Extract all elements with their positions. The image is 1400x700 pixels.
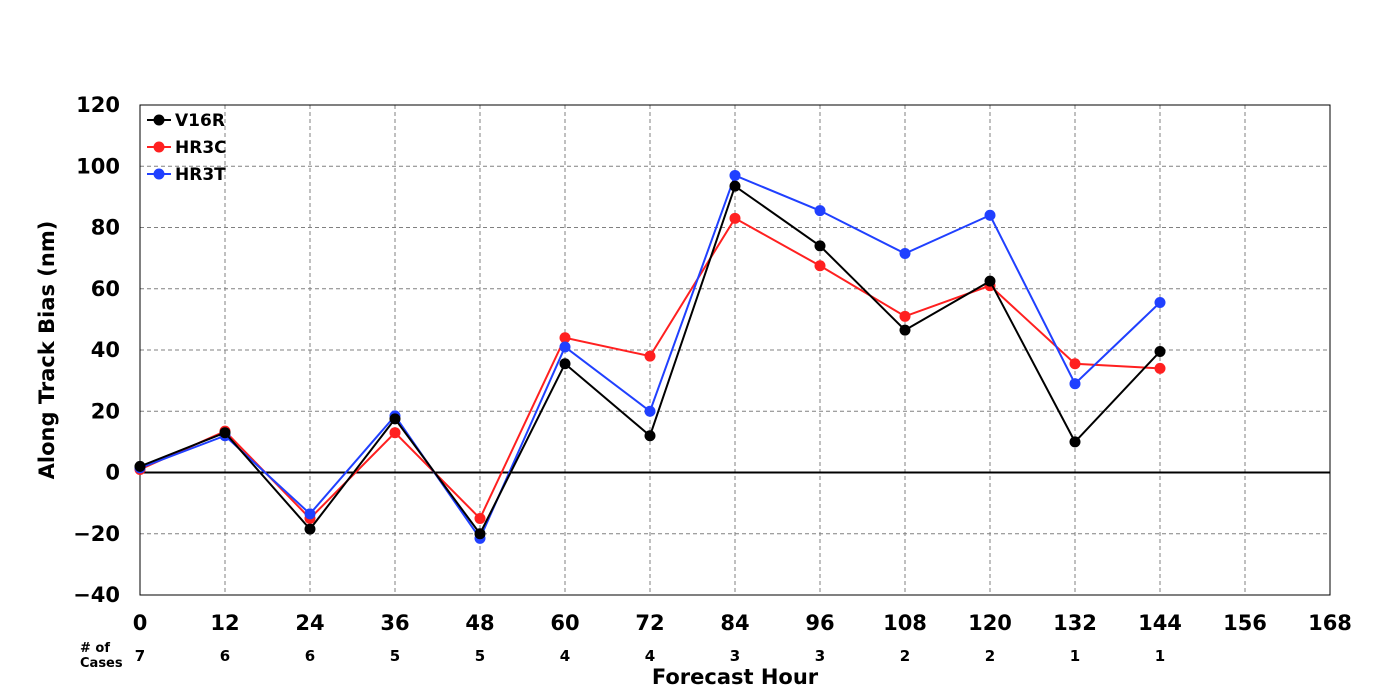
x-tick-label: 0 [133, 611, 148, 635]
y-tick-labels: −40 −20 0 20 40 60 80 100 120 [73, 93, 120, 607]
cases-row: # of Cases 7 6 6 5 5 4 4 3 3 2 2 1 1 [80, 641, 1165, 671]
case-count: 1 [1070, 647, 1080, 665]
case-count: 7 [135, 647, 145, 665]
case-count: 2 [900, 647, 910, 665]
case-count: 4 [645, 647, 655, 665]
plot-frame [139, 104, 1331, 596]
data-point [814, 205, 826, 217]
legend-item-v16r: V16R [147, 111, 225, 131]
data-point [729, 212, 741, 224]
x-tick-label: 72 [635, 611, 664, 635]
legend-swatch-marker [153, 141, 165, 153]
x-tick-label: 24 [295, 611, 324, 635]
legend-label: V16R [175, 111, 225, 131]
y-tick-label: 100 [76, 154, 120, 178]
legend: V16R HR3C HR3T [147, 111, 227, 185]
y-tick-label: 120 [76, 93, 120, 117]
cases-label-line: # of [80, 641, 110, 656]
data-point [304, 523, 316, 535]
legend-item-hr3t: HR3T [147, 165, 226, 185]
data-point [559, 341, 571, 353]
legend-swatch-marker [153, 114, 165, 126]
data-point [1069, 378, 1081, 390]
data-point [1154, 297, 1166, 309]
y-tick-label: 60 [91, 277, 120, 301]
data-point [304, 508, 316, 520]
grid-lines [140, 105, 1330, 595]
data-point [644, 350, 656, 362]
data-point [1069, 358, 1081, 370]
y-axis-title: Along Track Bias (nm) [35, 221, 59, 480]
data-point [474, 528, 486, 540]
data-point [134, 460, 146, 472]
data-point [899, 248, 911, 260]
data-point [644, 405, 656, 417]
case-count: 2 [985, 647, 995, 665]
data-point [1069, 436, 1081, 448]
case-count: 4 [560, 647, 570, 665]
data-point [899, 310, 911, 322]
y-tick-label: 80 [91, 216, 120, 240]
case-count: 6 [305, 647, 315, 665]
x-tick-label: 48 [465, 611, 494, 635]
data-point [219, 427, 231, 439]
cases-label: # of Cases [80, 641, 123, 671]
data-point [1154, 346, 1166, 358]
y-tick-label: −20 [73, 522, 120, 546]
x-axis-title: Forecast Hour [652, 665, 819, 689]
x-tick-label: 84 [720, 611, 749, 635]
x-tick-label: 36 [380, 611, 409, 635]
x-tick-labels: 0 12 24 36 48 60 72 84 96 108 120 132 144 156 168 [133, 611, 1352, 635]
case-count: 6 [220, 647, 230, 665]
x-tick-label: 132 [1053, 611, 1097, 635]
data-point [984, 209, 996, 221]
x-tick-label: 144 [1138, 611, 1182, 635]
x-tick-label: 108 [883, 611, 927, 635]
y-tick-label: −40 [73, 583, 120, 607]
case-count: 3 [730, 647, 740, 665]
x-tick-label: 168 [1308, 611, 1352, 635]
data-point [559, 358, 571, 370]
series-layer [134, 169, 1166, 544]
data-point [644, 430, 656, 442]
case-count: 1 [1155, 647, 1165, 665]
data-point [899, 324, 911, 336]
data-point [729, 169, 741, 181]
data-point [814, 260, 826, 272]
data-point [559, 332, 571, 344]
y-tick-label: 20 [91, 399, 120, 423]
data-point [389, 427, 401, 439]
x-tick-label: 60 [550, 611, 579, 635]
case-count: 5 [390, 647, 400, 665]
case-count: 5 [475, 647, 485, 665]
x-tick-label: 120 [968, 611, 1012, 635]
legend-item-hr3c: HR3C [147, 138, 227, 158]
data-point [729, 180, 741, 192]
data-point [1154, 362, 1166, 374]
y-tick-label: 0 [105, 461, 120, 485]
x-tick-label: 156 [1223, 611, 1267, 635]
data-point [389, 413, 401, 425]
case-count: 3 [815, 647, 825, 665]
legend-label: HR3T [175, 165, 226, 185]
legend-label: HR3C [175, 138, 227, 158]
series-v16r [134, 180, 1166, 540]
x-tick-label: 12 [210, 611, 239, 635]
y-tick-label: 40 [91, 338, 120, 362]
legend-swatch-marker [153, 168, 165, 180]
cases-label-line: Cases [80, 656, 123, 671]
x-tick-label: 96 [805, 611, 834, 635]
data-point [984, 275, 996, 287]
data-point [814, 240, 826, 252]
data-point [474, 512, 486, 524]
